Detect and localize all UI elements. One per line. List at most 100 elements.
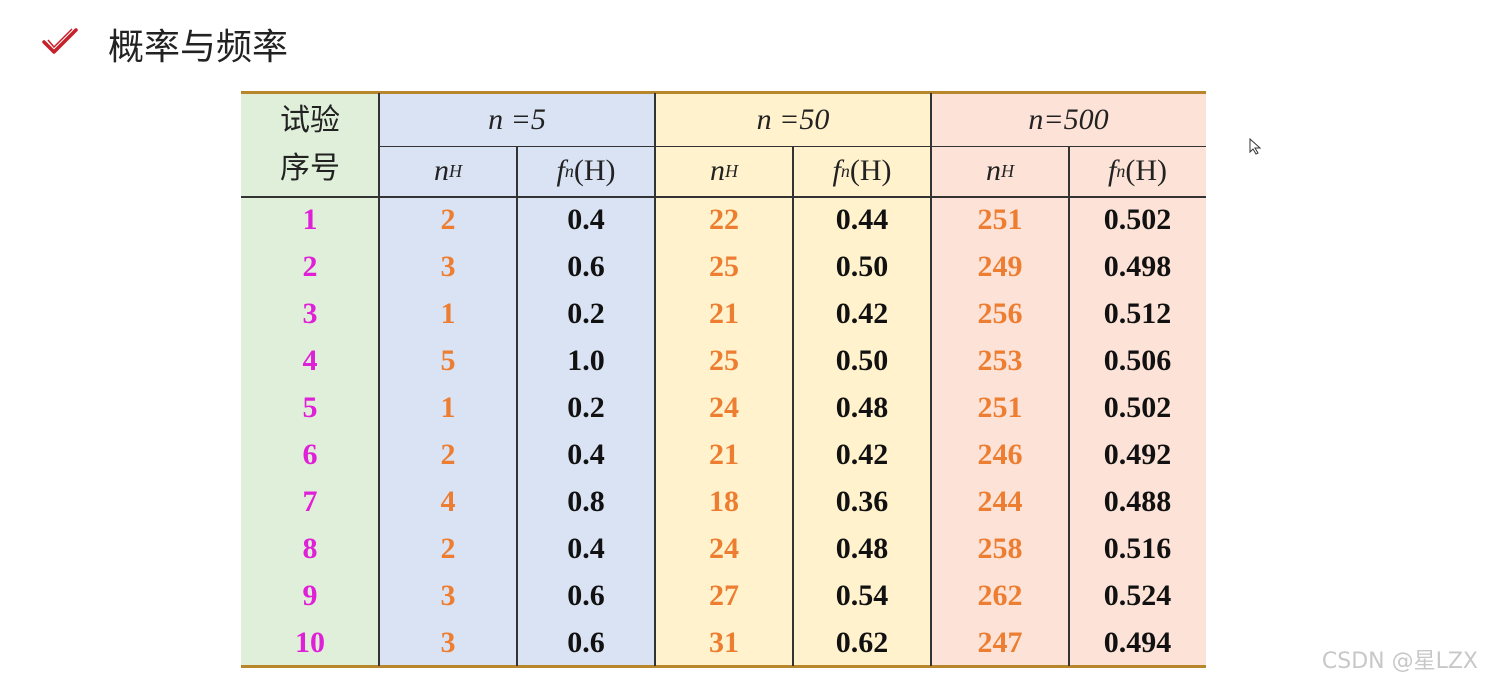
table-cell: 18 [709,484,739,518]
table-cell: 0.50 [835,343,889,377]
table-cell: 9 [302,578,318,612]
table-cell: 251 [977,390,1023,424]
table-cell: 1 [440,296,456,330]
table-cell: 0.50 [835,249,889,283]
table-cell: 10 [295,625,325,659]
table-cell: 258 [977,531,1023,565]
table-cell: 2 [440,531,456,565]
table-cell: 0.36 [835,484,889,518]
table-cell: 4 [302,343,318,377]
table-cell: 246 [977,437,1023,471]
table-cell: 0.6 [567,249,605,283]
column-header-main: n [434,154,449,187]
table-cell: 6 [302,437,318,471]
table-cell: 5 [440,343,456,377]
column-bg [517,93,655,666]
table-cell: 0.8 [567,484,605,518]
table-cell: 3 [440,578,456,612]
column-rule [792,146,794,666]
table-cell: 2 [302,249,318,283]
group-header: n=500 [1028,102,1109,136]
column-rule [1068,146,1070,666]
column-header-main: f [832,154,841,187]
table-cell: 251 [977,202,1023,236]
table-cell: 2 [440,202,456,236]
column-bg [793,93,931,666]
border-bottom [241,665,1206,668]
column-header-suffix: (H) [573,154,616,187]
cursor [1249,138,1262,155]
table-cell: 0.48 [835,531,889,565]
table-cell: 0.502 [1103,390,1172,424]
column-bg [1069,93,1206,666]
table-cell: 0.4 [567,202,605,236]
table-cell: 0.6 [567,578,605,612]
table-cell: 244 [977,484,1023,518]
group-header: n =5 [488,102,546,136]
table-cell: 31 [709,625,739,659]
table-cell: 25 [709,343,739,377]
table-cell: 0.494 [1103,625,1172,659]
column-header-sub: H [449,160,462,181]
table-cell: 0.44 [835,202,889,236]
table-cell: 21 [709,296,739,330]
header-rule [241,196,1206,198]
title: 概率与频率 [108,27,289,68]
column-bg [379,93,517,666]
column-rule [516,146,518,666]
table-cell: 0.2 [567,390,605,424]
table-cell: 0.492 [1103,437,1172,471]
column-rule [654,93,656,666]
column-bg [931,93,1069,666]
table-cell: 2 [440,437,456,471]
table-cell: 0.512 [1103,296,1172,330]
table-cell: 0.516 [1103,531,1172,565]
table-cell: 8 [302,531,318,565]
table-cell: 0.506 [1103,343,1172,377]
table-cell: 1.0 [567,343,605,377]
column-header-main: f [556,154,565,187]
table-cell: 253 [977,343,1023,377]
column-header-main: n [986,154,1001,187]
table-cell: 0.42 [835,296,889,330]
table-cell: 0.524 [1103,578,1172,612]
table-cell: 0.498 [1103,249,1172,283]
column-header: f n (H) [793,146,931,196]
table-cell: 262 [977,578,1023,612]
table-cell: 247 [977,625,1023,659]
table-cell: 1 [302,202,318,236]
watermark: CSDN @星LZX [1321,649,1478,674]
column-rule [930,93,932,666]
table-cell: 22 [709,202,739,236]
table-cell: 0.48 [835,390,889,424]
column-header-suffix: (H) [1125,154,1167,187]
table-cell: 0.54 [835,578,889,612]
table-cell: 0.2 [567,296,605,330]
table-cell: 3 [302,296,318,330]
check-icon [42,28,78,54]
column-header-sub: n [564,160,574,181]
table-cell: 4 [440,484,456,518]
table-cell: 24 [709,531,739,565]
table-cell: 0.62 [835,625,889,659]
table-cell: 5 [302,390,318,424]
border-top [241,91,1206,94]
table-cell: 249 [977,249,1023,283]
column-header-suffix: (H) [849,154,892,187]
table-cell: 0.6 [567,625,605,659]
column-header-sub: H [1001,160,1014,181]
table-cell: 1 [440,390,456,424]
table-cell: 7 [302,484,318,518]
column-header-main: f [1108,154,1117,187]
column-header-sub: n [840,160,850,181]
table-cell: 3 [440,625,456,659]
column-header-main: n [710,154,725,187]
column-header-sub: H [725,160,738,181]
table-cell: 0.4 [567,531,605,565]
table-cell: 27 [709,578,739,612]
table-cell: 3 [440,249,456,283]
